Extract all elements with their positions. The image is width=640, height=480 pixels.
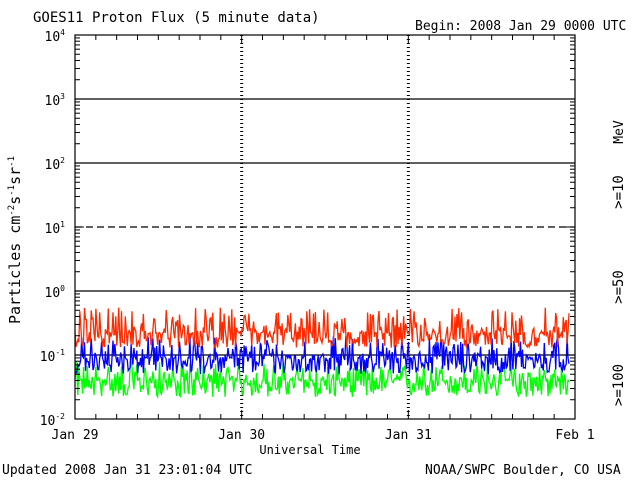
- y-tick-label: 104: [45, 28, 66, 45]
- legend-ge50: >=50: [611, 270, 627, 304]
- credit-text: NOAA/SWPC Boulder, CO USA: [425, 463, 621, 478]
- y-tick-label: 102: [45, 156, 66, 173]
- chart-title: GOES11 Proton Flux (5 minute data): [33, 10, 320, 26]
- legend-ge100: >=100: [611, 364, 627, 406]
- y-tick-label: 10-2: [40, 412, 65, 429]
- x-axis-label: Universal Time: [259, 443, 360, 457]
- series-line-ge100: [74, 360, 570, 399]
- axes: [74, 34, 576, 420]
- begin-date: Begin: 2008 Jan 29 0000 UTC: [415, 19, 626, 34]
- x-tick-label: Feb 1: [555, 428, 594, 443]
- y-tick-labels: 10-2 10-1 100 101 102 103 104: [40, 28, 65, 429]
- series-line-ge50: [74, 335, 570, 375]
- x-tick-label: Jan 31: [385, 428, 432, 443]
- updated-timestamp: Updated 2008 Jan 31 23:01:04 UTC: [2, 463, 252, 478]
- plot-frame: [74, 34, 576, 420]
- series-group: [74, 307, 570, 399]
- x-tick-labels: Jan 29 Jan 30 Jan 31 Feb 1: [52, 428, 595, 443]
- y-tick-label: 103: [45, 92, 66, 109]
- y-tick-label: 10-1: [40, 348, 65, 365]
- legend-ge10: >=10: [611, 175, 627, 209]
- y-tick-label: 100: [45, 284, 66, 301]
- y-axis-label: Particles cm-2s-1sr-1: [6, 156, 24, 324]
- legend-unit: MeV: [612, 120, 627, 144]
- x-tick-label: Jan 29: [52, 428, 99, 443]
- x-tick-label: Jan 30: [218, 428, 265, 443]
- series-line-ge10: [74, 307, 570, 349]
- y-tick-label: 101: [45, 220, 66, 237]
